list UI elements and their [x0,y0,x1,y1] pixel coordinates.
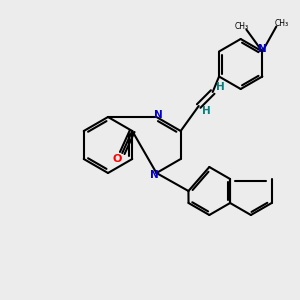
Text: CH₃: CH₃ [274,19,288,28]
Text: H: H [202,106,211,116]
Text: N: N [258,44,267,53]
Text: H: H [216,82,225,92]
Text: CH₃: CH₃ [234,22,248,31]
Text: N: N [150,170,159,180]
Text: N: N [154,110,163,120]
Text: O: O [112,154,122,164]
